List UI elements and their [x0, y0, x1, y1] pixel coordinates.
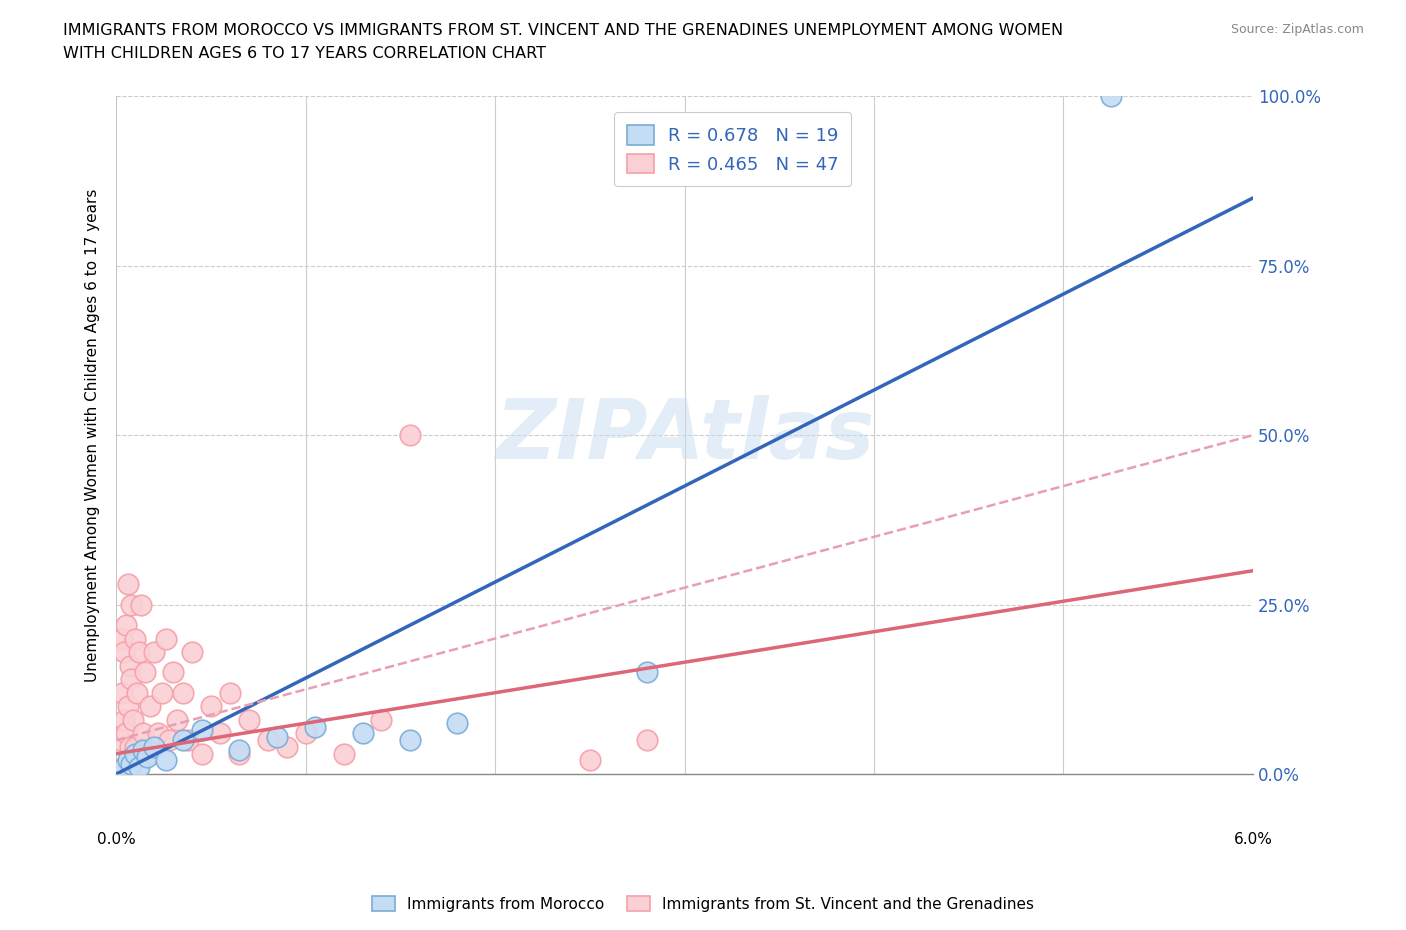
Point: [118, 739, 141, 754]
Point: [579, 753, 602, 768]
Point: [135, 750, 157, 764]
Point: [228, 746, 250, 761]
Point: [276, 739, 298, 754]
Point: [150, 685, 173, 700]
Point: [139, 698, 162, 713]
Point: [124, 746, 146, 761]
Point: [294, 726, 316, 741]
Point: [117, 577, 139, 591]
Point: [166, 712, 188, 727]
Point: [162, 665, 184, 680]
Point: [112, 712, 135, 727]
Point: [177, 733, 200, 748]
Point: [112, 644, 135, 659]
Point: [181, 644, 204, 659]
Point: [636, 665, 658, 680]
Legend: R = 0.678   N = 19, R = 0.465   N = 47: R = 0.678 N = 19, R = 0.465 N = 47: [614, 113, 852, 186]
Point: [228, 743, 250, 758]
Point: [238, 712, 260, 727]
Point: [636, 733, 658, 748]
Text: Source: ZipAtlas.com: Source: ZipAtlas.com: [1230, 23, 1364, 36]
Point: [120, 756, 142, 771]
Point: [157, 733, 180, 748]
Point: [114, 726, 136, 741]
Point: [111, 685, 134, 700]
Point: [124, 739, 146, 754]
Point: [120, 597, 142, 612]
Point: [172, 685, 194, 700]
Y-axis label: Unemployment Among Women with Children Ages 6 to 17 years: Unemployment Among Women with Children A…: [86, 189, 100, 682]
Point: [118, 658, 141, 673]
Text: ZIPAtlas: ZIPAtlas: [495, 394, 875, 476]
Point: [304, 719, 326, 734]
Point: [132, 726, 155, 741]
Point: [120, 671, 142, 686]
Text: 0.0%: 0.0%: [97, 831, 135, 846]
Point: [146, 726, 169, 741]
Point: [399, 428, 422, 443]
Point: [132, 743, 155, 758]
Point: [172, 733, 194, 748]
Point: [112, 760, 135, 775]
Point: [143, 644, 166, 659]
Point: [117, 753, 139, 768]
Text: 6.0%: 6.0%: [1233, 831, 1272, 846]
Point: [155, 631, 177, 646]
Point: [266, 729, 288, 744]
Point: [1099, 89, 1122, 104]
Point: [332, 746, 354, 761]
Point: [399, 733, 422, 748]
Point: [446, 716, 468, 731]
Point: [122, 712, 145, 727]
Legend: Immigrants from Morocco, Immigrants from St. Vincent and the Grenadines: Immigrants from Morocco, Immigrants from…: [366, 890, 1040, 918]
Text: WITH CHILDREN AGES 6 TO 17 YEARS CORRELATION CHART: WITH CHILDREN AGES 6 TO 17 YEARS CORRELA…: [63, 46, 547, 60]
Point: [190, 746, 212, 761]
Point: [155, 753, 177, 768]
Point: [129, 597, 152, 612]
Point: [128, 760, 150, 775]
Point: [352, 726, 374, 741]
Point: [143, 739, 166, 754]
Point: [134, 665, 156, 680]
Point: [209, 726, 232, 741]
Point: [108, 733, 131, 748]
Point: [190, 723, 212, 737]
Point: [127, 685, 149, 700]
Point: [117, 698, 139, 713]
Point: [124, 631, 146, 646]
Point: [114, 618, 136, 632]
Point: [200, 698, 222, 713]
Point: [256, 733, 278, 748]
Point: [135, 746, 157, 761]
Point: [111, 631, 134, 646]
Point: [219, 685, 242, 700]
Point: [128, 644, 150, 659]
Point: [370, 712, 392, 727]
Text: IMMIGRANTS FROM MOROCCO VS IMMIGRANTS FROM ST. VINCENT AND THE GRENADINES UNEMPL: IMMIGRANTS FROM MOROCCO VS IMMIGRANTS FR…: [63, 23, 1063, 38]
